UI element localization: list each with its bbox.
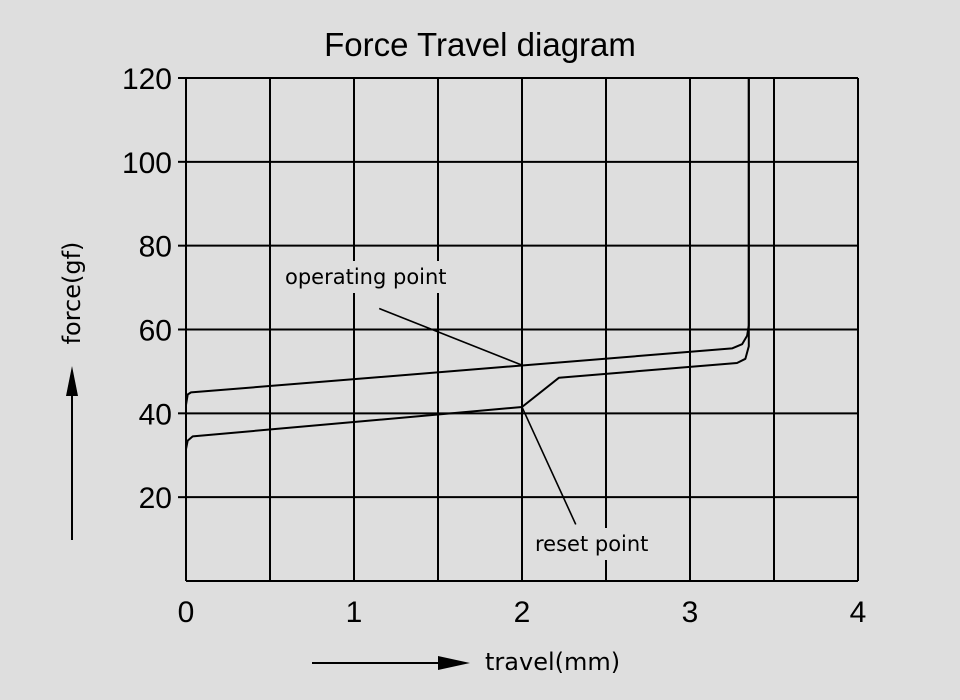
y-tick-label-4: 100: [122, 147, 172, 180]
annotation-label-1: reset point: [535, 532, 648, 556]
grid-layer: [178, 77, 859, 582]
annotation-layer: operating point reset point: [279, 261, 655, 560]
y-tick-label-1: 40: [139, 398, 172, 431]
x-axis-label: travel(mm): [485, 648, 620, 676]
y-axis-label-group: force(gf): [58, 242, 86, 540]
y-tick-label-3: 80: [139, 231, 172, 264]
x-tick-label-3: 3: [682, 596, 699, 629]
annotation-bg-1: [529, 528, 655, 560]
series-line-1: [185, 78, 750, 450]
tick-label-layer: 0 1 2 3 4 20 40 60 80 100 120: [122, 63, 866, 629]
x-axis-label-group: travel(mm): [312, 648, 620, 676]
y-tick-label-2: 60: [139, 315, 172, 348]
annotation-leader-1: [521, 406, 577, 525]
annotation-bg-0: [279, 261, 453, 293]
x-tick-label-4: 4: [850, 596, 867, 629]
y-axis-arrow-head: [66, 366, 78, 396]
annotation-label-0: operating point: [285, 265, 447, 289]
x-tick-label-1: 1: [346, 596, 363, 629]
series-layer: [185, 78, 750, 450]
y-axis-label: force(gf): [58, 242, 86, 345]
y-tick-label-5: 120: [122, 63, 172, 96]
x-axis-arrow-head: [438, 656, 470, 670]
x-tick-label-2: 2: [514, 596, 531, 629]
x-tick-label-0: 0: [178, 596, 195, 629]
chart-title: Force Travel diagram: [324, 26, 636, 63]
annotation-leader-0: [378, 307, 523, 366]
y-tick-label-0: 20: [139, 482, 172, 515]
